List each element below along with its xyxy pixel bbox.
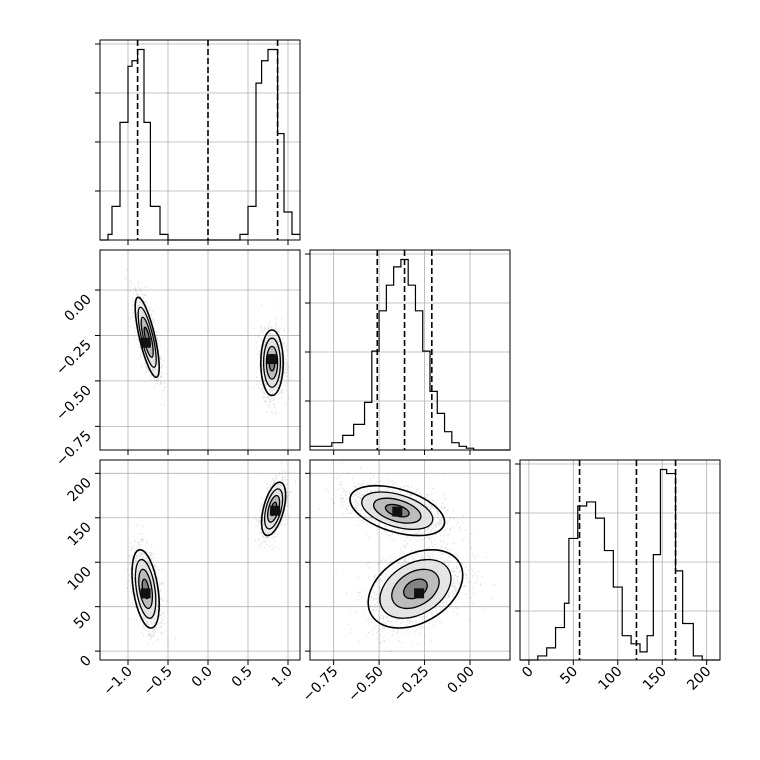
density-contour — [260, 481, 287, 537]
tick-label-x: −0.5 — [140, 664, 175, 699]
tick-label-y: 0.00 — [61, 292, 94, 325]
tick-label-x: 0 — [519, 664, 537, 682]
tick-label-y: 50 — [71, 608, 95, 632]
tick-label-x: −0.75 — [300, 664, 342, 706]
density-panel-frame — [309, 459, 511, 661]
tick-label-y: −0.75 — [53, 428, 95, 470]
tick-label-y: −0.50 — [53, 382, 95, 424]
density-contour — [367, 548, 464, 629]
tick-label-x: 1.0 — [269, 664, 296, 691]
hist-panel-frame — [309, 249, 511, 451]
density-peak — [414, 588, 425, 599]
tick-label-x: −0.25 — [391, 664, 433, 706]
density-contour — [349, 484, 446, 537]
density-peak — [140, 337, 151, 348]
density-panel — [100, 460, 300, 660]
density-peak — [270, 505, 281, 516]
tick-label-y: 100 — [65, 564, 95, 594]
histogram-step — [100, 48, 300, 241]
tick-label-x: 0.0 — [189, 664, 216, 691]
hist-panel-frame — [519, 459, 721, 661]
tick-label-x: 0.5 — [229, 664, 256, 691]
tick-label-x: −1.0 — [100, 664, 135, 699]
hist-panel-frame — [99, 39, 301, 241]
tick-label-x: 100 — [595, 664, 625, 694]
density-peak — [392, 506, 403, 517]
tick-label-y: −0.25 — [53, 337, 95, 379]
density-contour — [131, 548, 160, 629]
density-peak — [140, 588, 151, 599]
tick-label-y: 150 — [65, 519, 95, 549]
density-contour — [134, 296, 160, 379]
tick-label-x: 50 — [557, 664, 581, 688]
histogram-step — [520, 468, 720, 661]
density-panel-frame — [99, 249, 301, 451]
tick-label-x: 0.00 — [444, 664, 477, 697]
density-panel-frame — [99, 459, 301, 661]
tick-label-x: −0.50 — [345, 664, 387, 706]
density-peak — [267, 354, 277, 365]
density-panel — [310, 460, 510, 660]
tick-label-x: 200 — [684, 664, 714, 694]
tick-label-y: 200 — [65, 475, 95, 505]
density-panel — [100, 250, 300, 450]
tick-label-y: 0 — [77, 653, 95, 671]
tick-label-x: 150 — [640, 664, 670, 694]
density-contour — [260, 329, 285, 397]
histogram-step — [310, 258, 510, 451]
